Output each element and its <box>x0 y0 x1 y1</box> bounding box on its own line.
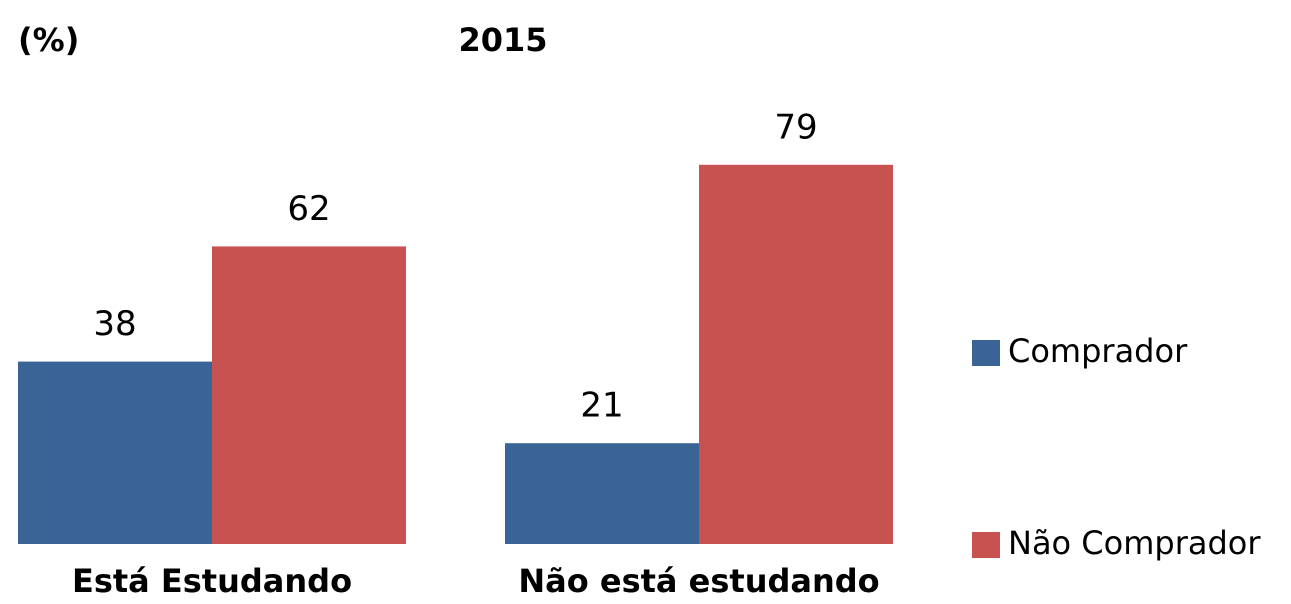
data-label: 21 <box>580 386 623 426</box>
legend-label: Não Comprador <box>1008 524 1261 562</box>
legend-swatch <box>972 340 1000 366</box>
chart-title: 2015 <box>458 21 547 59</box>
bar <box>212 246 406 544</box>
data-label: 38 <box>93 304 136 344</box>
legend-swatch <box>972 532 1000 558</box>
chart-subtitle: (%) <box>18 21 79 59</box>
bar <box>505 443 699 544</box>
bar <box>18 361 212 544</box>
bar <box>699 164 893 545</box>
data-label: 62 <box>287 189 330 229</box>
x-tick-label: Está Estudando <box>72 562 352 600</box>
legend-label: Comprador <box>1008 332 1188 370</box>
data-label: 79 <box>774 107 817 147</box>
x-tick-label: Não está estudando <box>518 562 879 600</box>
